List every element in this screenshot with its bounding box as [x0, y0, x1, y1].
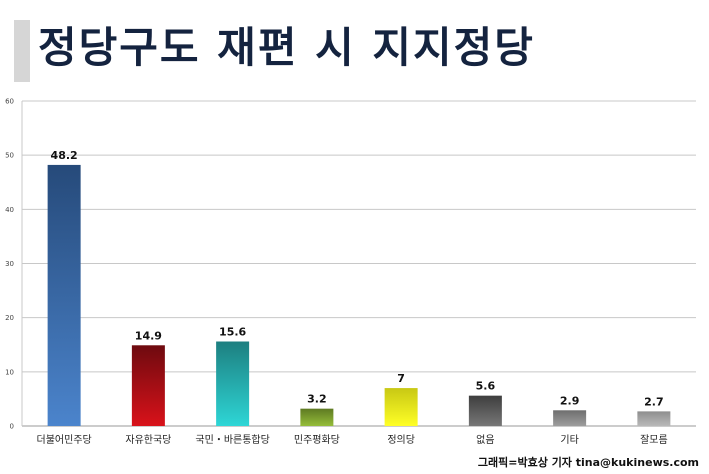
y-tick-label: 40: [5, 206, 14, 214]
data-label: 15.6: [219, 326, 246, 339]
data-label: 2.9: [560, 394, 580, 407]
data-label: 14.9: [135, 329, 162, 342]
x-tick-label: 정의당: [387, 434, 415, 446]
x-tick-label: 자유한국당: [125, 434, 171, 446]
bar: [468, 395, 502, 426]
x-tick-label: 민주평화당: [294, 434, 340, 446]
x-tick-label: 더불어민주당: [37, 434, 92, 446]
x-tick-label: 기타: [560, 434, 578, 446]
data-label: 5.6: [476, 380, 496, 393]
y-tick-label: 30: [5, 260, 14, 268]
y-tick-label: 20: [5, 314, 14, 322]
x-tick-label: 없음: [476, 433, 494, 446]
data-label: 2.7: [644, 395, 664, 408]
y-tick-label: 60: [5, 98, 14, 106]
bar: [131, 345, 165, 426]
x-tick-label: 국민・바른통합당: [195, 434, 269, 446]
bar: [216, 341, 250, 426]
graphic-credit: 그래픽=박효상 기자 tina@kukinews.com: [477, 456, 699, 469]
data-label: 48.2: [51, 149, 78, 162]
data-label: 7: [397, 372, 405, 385]
y-tick-label: 50: [5, 152, 14, 160]
title-accent-bar: [14, 20, 30, 82]
bar: [300, 408, 334, 426]
x-tick-label: 잘모름: [640, 434, 668, 446]
bar: [47, 164, 81, 426]
y-tick-label: 10: [5, 368, 14, 376]
bar: [637, 411, 671, 426]
bar: [553, 410, 587, 426]
y-tick-label: 0: [10, 423, 14, 431]
page-title: 정당구도 재편 시 지지정당: [38, 23, 535, 72]
bar: [384, 388, 418, 426]
data-label: 3.2: [307, 393, 327, 406]
